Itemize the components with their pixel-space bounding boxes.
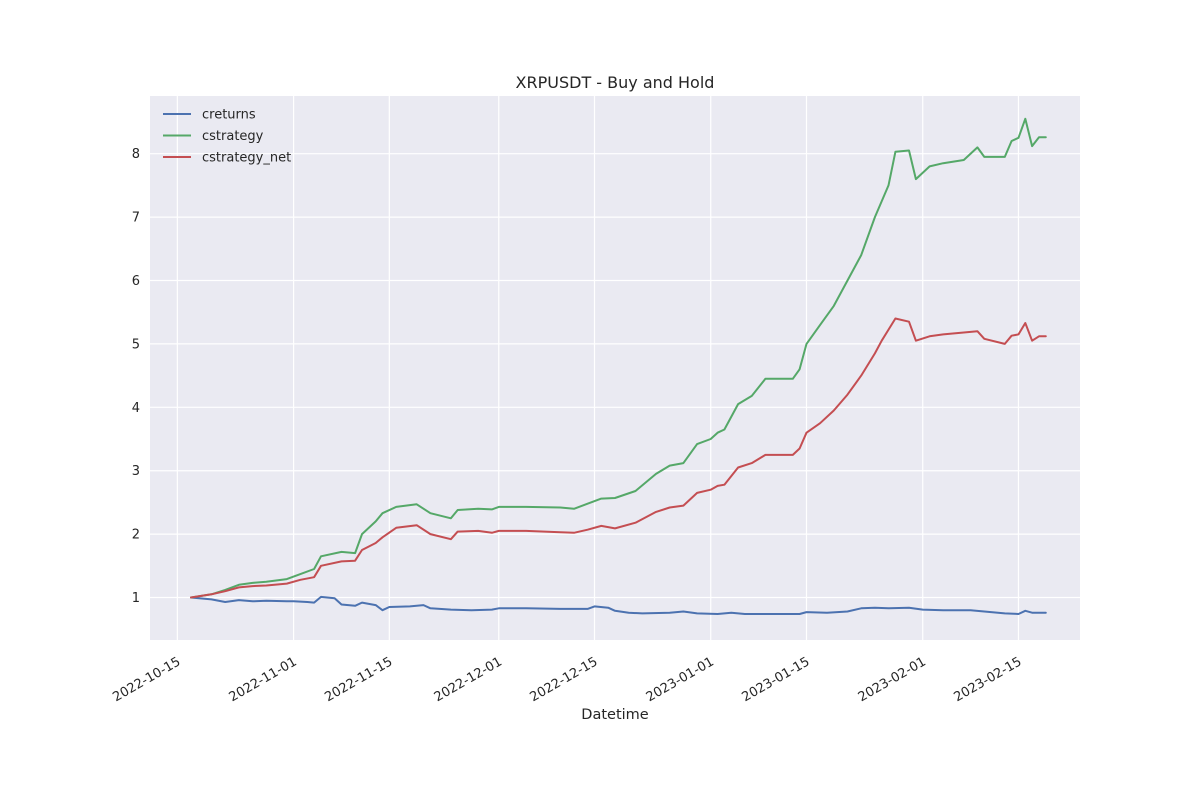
y-tick-label: 3 [132, 464, 140, 479]
y-tick-label: 1 [132, 591, 140, 606]
y-tick-label: 4 [132, 401, 140, 416]
y-tick-label: 5 [132, 337, 140, 352]
series-lines [190, 117, 1047, 615]
y-tick-label: 2 [132, 528, 140, 543]
plot-area [150, 96, 1080, 640]
y-tick-label: 6 [132, 274, 140, 289]
x-axis-label: Datetime [581, 707, 648, 723]
legend: creturns cstrategy cstrategy_net [163, 108, 291, 166]
grid [150, 96, 1080, 640]
y-tick-label: 7 [132, 211, 140, 226]
y-tick-labels: 1 2 3 4 5 6 7 8 [132, 147, 140, 606]
chart-title: XRPUSDT - Buy and Hold [516, 73, 715, 92]
legend-label-cstrategy: cstrategy [202, 129, 264, 144]
legend-label-creturns: creturns [202, 108, 256, 123]
y-tick-label: 8 [132, 147, 140, 162]
series-line-cstrategy [190, 117, 1047, 599]
legend-label-cstrategy-net: cstrategy_net [202, 151, 291, 166]
series-line-cstrategy-net [190, 317, 1047, 599]
series-line-creturns [190, 595, 1047, 615]
